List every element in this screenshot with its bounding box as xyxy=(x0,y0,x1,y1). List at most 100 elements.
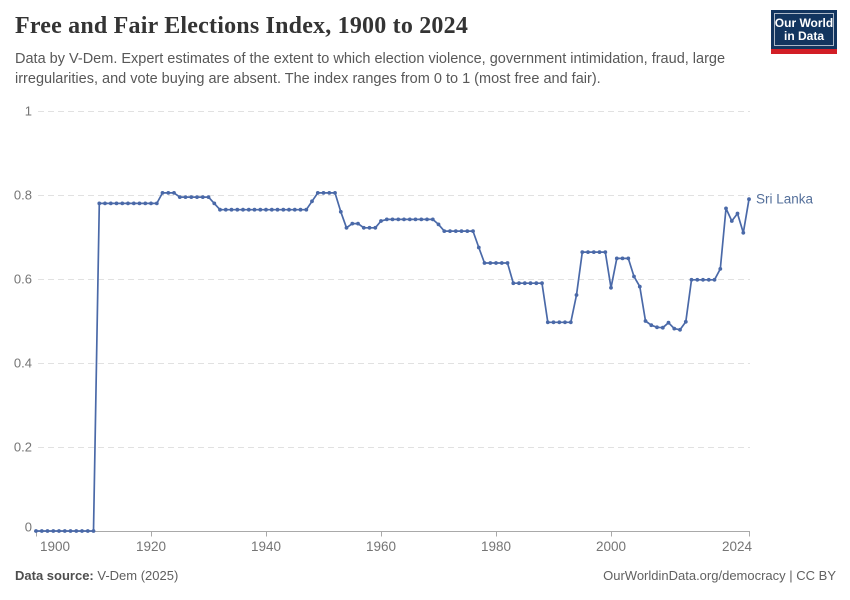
owid-logo[interactable]: Our World in Data xyxy=(771,10,837,54)
data-point xyxy=(241,207,245,212)
data-point xyxy=(494,261,498,265)
data-point xyxy=(252,207,257,212)
data-point xyxy=(57,529,61,533)
data-point xyxy=(712,277,717,282)
data-point xyxy=(126,201,130,206)
data-point xyxy=(597,250,602,255)
y-axis-tick-label: 0.8 xyxy=(14,188,32,203)
data-point xyxy=(321,191,326,195)
data-point xyxy=(281,207,286,212)
data-point xyxy=(522,281,527,286)
data-point xyxy=(223,207,228,212)
data-point xyxy=(275,207,280,212)
data-point xyxy=(373,225,378,230)
data-point xyxy=(292,207,297,212)
data-point xyxy=(195,195,199,200)
data-point xyxy=(131,201,136,206)
data-point xyxy=(545,320,550,325)
data-point xyxy=(143,201,148,206)
data-point xyxy=(442,229,447,234)
data-point xyxy=(287,207,291,212)
data-point xyxy=(229,207,234,212)
data-point xyxy=(649,323,654,328)
data-point xyxy=(632,274,636,279)
data-point xyxy=(51,529,56,533)
data-point xyxy=(517,281,521,286)
data-point xyxy=(505,261,510,265)
x-axis-tick-label: 1900 xyxy=(40,539,70,554)
data-point xyxy=(361,225,366,230)
data-point xyxy=(511,281,516,286)
data-point xyxy=(620,256,625,261)
y-axis-tick-label: 1 xyxy=(25,104,32,119)
data-point xyxy=(448,229,452,234)
data-point xyxy=(413,217,418,222)
data-point xyxy=(160,191,165,195)
data-point xyxy=(430,217,435,222)
data-point xyxy=(103,201,107,206)
data-point xyxy=(603,250,608,255)
data-point xyxy=(471,229,475,234)
data-source-value: V-Dem (2025) xyxy=(93,568,179,583)
data-point xyxy=(39,529,44,533)
data-point-markers xyxy=(34,191,751,533)
data-point xyxy=(482,261,487,265)
data-point xyxy=(246,207,251,212)
data-point xyxy=(528,281,533,286)
y-axis-tick-label: 0.6 xyxy=(14,272,32,287)
data-point xyxy=(212,201,217,206)
data-point xyxy=(407,217,412,222)
data-point xyxy=(34,529,38,533)
data-line xyxy=(36,192,750,532)
data-point xyxy=(465,229,470,234)
data-point xyxy=(235,207,240,212)
data-point xyxy=(747,197,751,202)
x-axis-tick-label: 1960 xyxy=(366,539,396,554)
data-point xyxy=(62,529,67,533)
data-point xyxy=(402,217,406,222)
data-point xyxy=(356,221,360,226)
data-source: Data source: V-Dem (2025) xyxy=(15,568,178,583)
owid-logo-box: Our World in Data xyxy=(771,10,837,49)
data-point xyxy=(683,319,688,324)
data-point xyxy=(367,225,372,230)
data-point xyxy=(488,261,493,265)
chart-subtitle: Data by V-Dem. Expert estimates of the e… xyxy=(15,51,726,87)
data-point xyxy=(45,529,50,533)
owid-logo-line1: Our World xyxy=(774,15,834,30)
data-point xyxy=(350,221,355,226)
chart-footer: Data source: V-Dem (2025) OurWorldinData… xyxy=(0,568,850,590)
data-point xyxy=(741,230,746,235)
owid-logo-line2: in Data xyxy=(783,28,824,43)
owid-logo-frame: Our World in Data xyxy=(774,13,834,46)
data-point xyxy=(626,256,631,261)
x-axis-tick-label: 1920 xyxy=(136,539,166,554)
y-axis-tick-label: 0.4 xyxy=(14,356,32,371)
data-point xyxy=(655,325,659,330)
data-point xyxy=(384,217,389,222)
series-label: Sri Lanka xyxy=(756,192,814,207)
chart-title: Free and Fair Elections Index, 1900 to 2… xyxy=(15,13,469,39)
data-point xyxy=(154,201,159,206)
footer-link[interactable]: OurWorldinData.org/democracy | CC BY xyxy=(603,568,836,583)
data-point xyxy=(591,250,596,255)
data-point xyxy=(425,217,429,222)
data-point xyxy=(580,250,585,255)
data-point xyxy=(695,277,700,282)
data-point xyxy=(166,191,171,195)
data-point xyxy=(310,199,314,204)
data-point xyxy=(264,207,268,212)
data-point xyxy=(724,206,728,211)
data-point xyxy=(540,281,544,286)
data-source-label: Data source: xyxy=(15,568,94,583)
data-point xyxy=(735,211,740,216)
data-point xyxy=(476,245,481,250)
data-point xyxy=(183,195,188,200)
data-point xyxy=(666,320,671,325)
x-axis-tick-label: 2024 xyxy=(722,539,753,554)
data-point xyxy=(574,293,579,297)
data-point xyxy=(609,285,613,290)
data-point xyxy=(563,320,567,325)
